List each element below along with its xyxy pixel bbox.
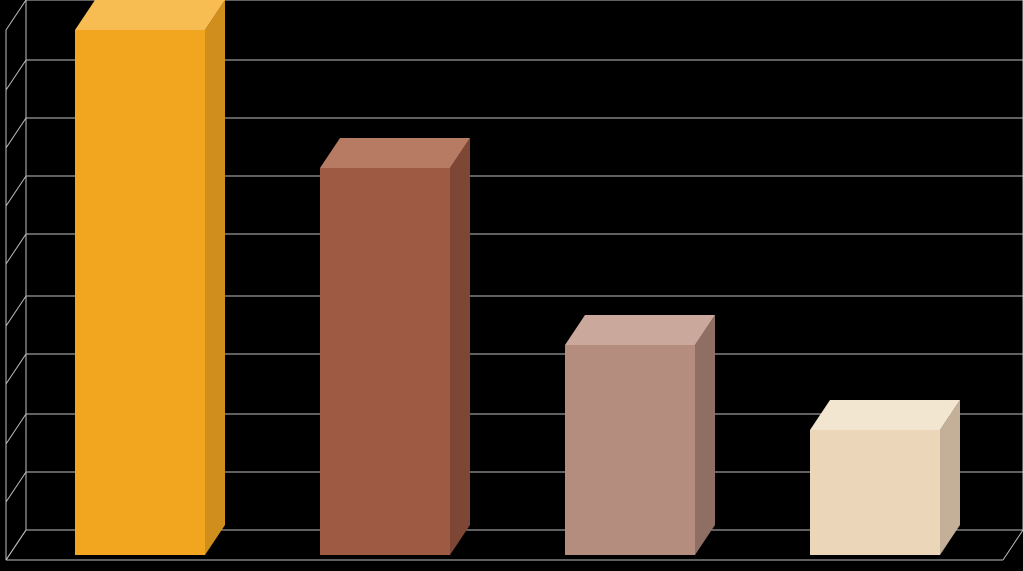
bar-2-front bbox=[320, 168, 450, 555]
bar-4-front bbox=[810, 430, 940, 555]
bar-1-front bbox=[75, 30, 205, 555]
bar-1-side bbox=[205, 0, 225, 555]
bar-2-top bbox=[320, 138, 470, 168]
bar-3-top bbox=[565, 315, 715, 345]
chart-container bbox=[0, 0, 1023, 571]
bar-2-side bbox=[450, 138, 470, 555]
bar-3-side bbox=[695, 315, 715, 555]
bar-4-top bbox=[810, 400, 960, 430]
bar-1-top bbox=[75, 0, 225, 30]
bar-chart-3d bbox=[0, 0, 1023, 571]
bar-3-front bbox=[565, 345, 695, 555]
